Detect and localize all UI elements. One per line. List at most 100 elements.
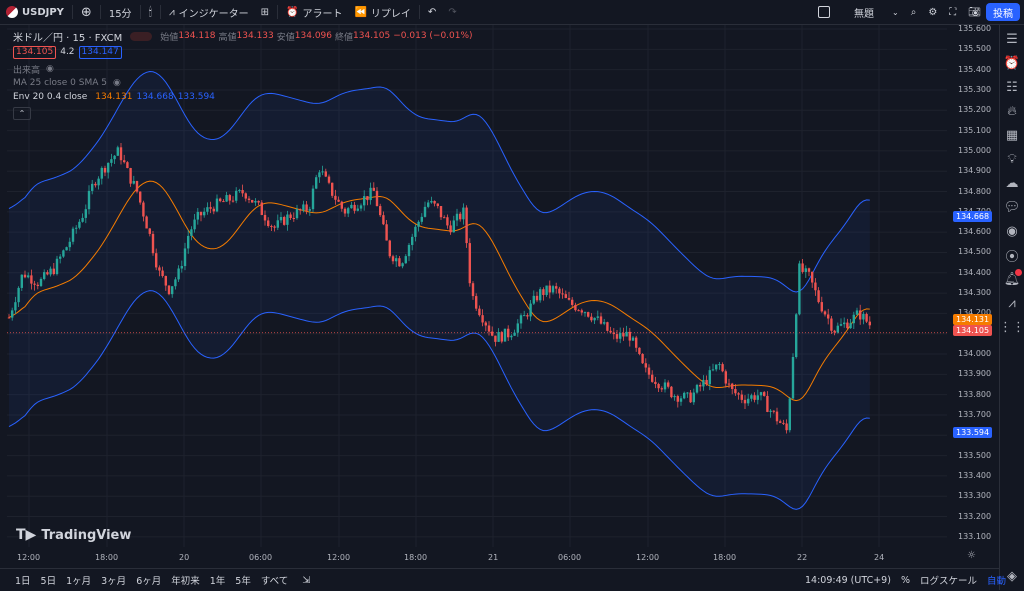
legend-title[interactable]: 米ドル／円 · 15 · FXCM	[13, 32, 123, 44]
candle-body	[30, 275, 33, 284]
collapse-legend-button[interactable]: ⌃	[13, 106, 31, 120]
trading-panel-icon[interactable]: ⩘	[1008, 295, 1016, 311]
log-scale-toggle[interactable]: ログスケール	[919, 576, 977, 587]
replay-button[interactable]: ⏪ リプレイ	[348, 0, 416, 24]
range-button[interactable]: すべて	[260, 576, 289, 587]
candle-body	[455, 213, 459, 221]
tradingview-mark-icon: 𝗧▶	[16, 527, 37, 543]
envelope-basis-line	[8, 180, 870, 402]
candle-body	[766, 395, 769, 412]
range-button[interactable]: 6ヶ月	[136, 576, 162, 587]
topbar-right-group: 無題 ⌄ ⌕ ⚙ ⛶ 📷︎	[812, 0, 987, 24]
candle-body	[439, 206, 443, 218]
price-tick-label: 133.500	[958, 450, 992, 460]
candle-body	[583, 312, 587, 314]
redo-icon: ↷	[448, 6, 457, 18]
candle-body	[183, 248, 187, 267]
range-button[interactable]: 年初来	[171, 576, 200, 587]
post-button[interactable]: 投稿	[986, 3, 1020, 21]
dom-icon[interactable]: ⋮⋮	[999, 319, 1024, 335]
go-to-date-button[interactable]: ⇲	[297, 575, 315, 586]
candle-body	[235, 190, 238, 201]
candle-body	[420, 216, 423, 222]
chart-type-button[interactable]: 🕯︎	[143, 0, 158, 24]
candle-body	[638, 347, 641, 354]
candle-body	[692, 392, 695, 403]
price-chart[interactable]	[7, 25, 947, 547]
axis-settings-button[interactable]: ☼	[967, 550, 976, 561]
candle-body	[315, 177, 318, 189]
candle-body	[503, 328, 507, 342]
alarm-clock-icon[interactable]: ⏰	[1003, 55, 1021, 71]
calendar-icon[interactable]: ▦	[1005, 127, 1019, 143]
candle-body	[644, 363, 647, 368]
broadcast-icon[interactable]: ⦿	[1005, 249, 1019, 265]
chat-cloud-icon[interactable]: ☁	[1005, 175, 1019, 191]
candle-body	[113, 155, 116, 160]
watchlist-icon[interactable]: ☰	[1006, 31, 1018, 47]
eye-slash-icon[interactable]: ◉	[46, 64, 54, 74]
redo-button[interactable]: ↷	[442, 0, 462, 24]
candle-body	[299, 209, 302, 211]
hotlist-flame-icon[interactable]: 🔥︎	[1007, 103, 1017, 119]
range-button[interactable]: 1年	[209, 576, 226, 587]
eye-slash-icon[interactable]: ◉	[112, 78, 121, 88]
candle-body	[27, 275, 30, 278]
tradingview-logo[interactable]: 𝗧▶ TradingView	[16, 527, 131, 543]
candle-body	[148, 228, 151, 234]
clock-display[interactable]: 14:09:49 (UTC+9)	[805, 574, 891, 586]
range-button[interactable]: 1ヶ月	[66, 576, 92, 587]
streams-icon[interactable]: ◉	[1006, 223, 1018, 239]
add-symbol-button[interactable]: ⊕	[75, 0, 98, 24]
layout-grid-button[interactable]: ⊞	[255, 0, 275, 24]
candle-body	[452, 220, 455, 233]
range-button[interactable]: 5日	[40, 576, 57, 587]
candle-body	[228, 195, 231, 201]
candle-body	[673, 396, 676, 398]
snapshot-button[interactable]: 📷︎	[962, 0, 987, 24]
ma-row[interactable]: MA 25 close 0 SMA 5 ◉	[13, 76, 473, 90]
sell-price-button[interactable]: 134.105	[13, 45, 57, 59]
auto-scale-toggle[interactable]: 自動	[986, 576, 1006, 587]
layout-name-button[interactable]: 無題 ⌄	[848, 0, 905, 24]
candle-body	[430, 200, 433, 203]
ideas-bulb-icon[interactable]: 💡︎	[1007, 151, 1017, 167]
interval-button[interactable]: 15分	[108, 8, 132, 20]
price-tick-label: 134.500	[958, 247, 992, 257]
percent-toggle[interactable]: %	[900, 574, 910, 586]
candle-body	[167, 285, 171, 295]
fullscreen-square-button[interactable]	[812, 0, 836, 24]
market-status-icon[interactable]	[130, 31, 153, 41]
candle-body	[244, 193, 247, 199]
range-button[interactable]: 3ヶ月	[101, 576, 127, 587]
candle-body	[225, 195, 228, 202]
indicator-icon: ⩘	[168, 6, 175, 18]
envelope-row[interactable]: Env 20 0.4 close 134.131 134.668 133.594	[13, 90, 473, 104]
symbol-search-button[interactable]: USDJPY	[0, 0, 70, 24]
layers-icon[interactable]: ◈	[1007, 568, 1017, 584]
fullscreen-button[interactable]: ⛶	[943, 0, 962, 24]
chat-bubble-icon[interactable]: 💬︎	[1003, 199, 1021, 215]
candle-body	[651, 374, 654, 382]
undo-button[interactable]: ↶	[422, 0, 442, 24]
envelope-upper-tag: 134.668	[953, 211, 993, 222]
time-tick-label: 18:00	[95, 553, 119, 562]
buy-price-button[interactable]: 134.147	[78, 45, 122, 59]
indicators-button[interactable]: ⩘ インジケーター	[163, 0, 255, 24]
range-button[interactable]: 5年	[235, 576, 251, 587]
candle-body	[603, 322, 606, 324]
notifications-bell-icon[interactable]: 🔔︎	[1000, 267, 1024, 291]
volume-row[interactable]: 出来高 ◉	[13, 62, 473, 76]
search-button[interactable]: ⌕	[905, 0, 923, 24]
candle-body	[775, 411, 779, 422]
range-button[interactable]: 1日	[15, 576, 31, 587]
candle-body	[647, 367, 651, 375]
object-tree-icon[interactable]: ☷	[1006, 79, 1018, 95]
candle-body	[852, 314, 855, 324]
candle-body	[558, 288, 561, 294]
candle-body	[619, 333, 622, 339]
alert-button[interactable]: ⏰ アラート	[280, 0, 348, 24]
candle-body	[862, 313, 865, 320]
settings-button[interactable]: ⚙	[922, 0, 943, 24]
candle-body	[516, 323, 519, 333]
